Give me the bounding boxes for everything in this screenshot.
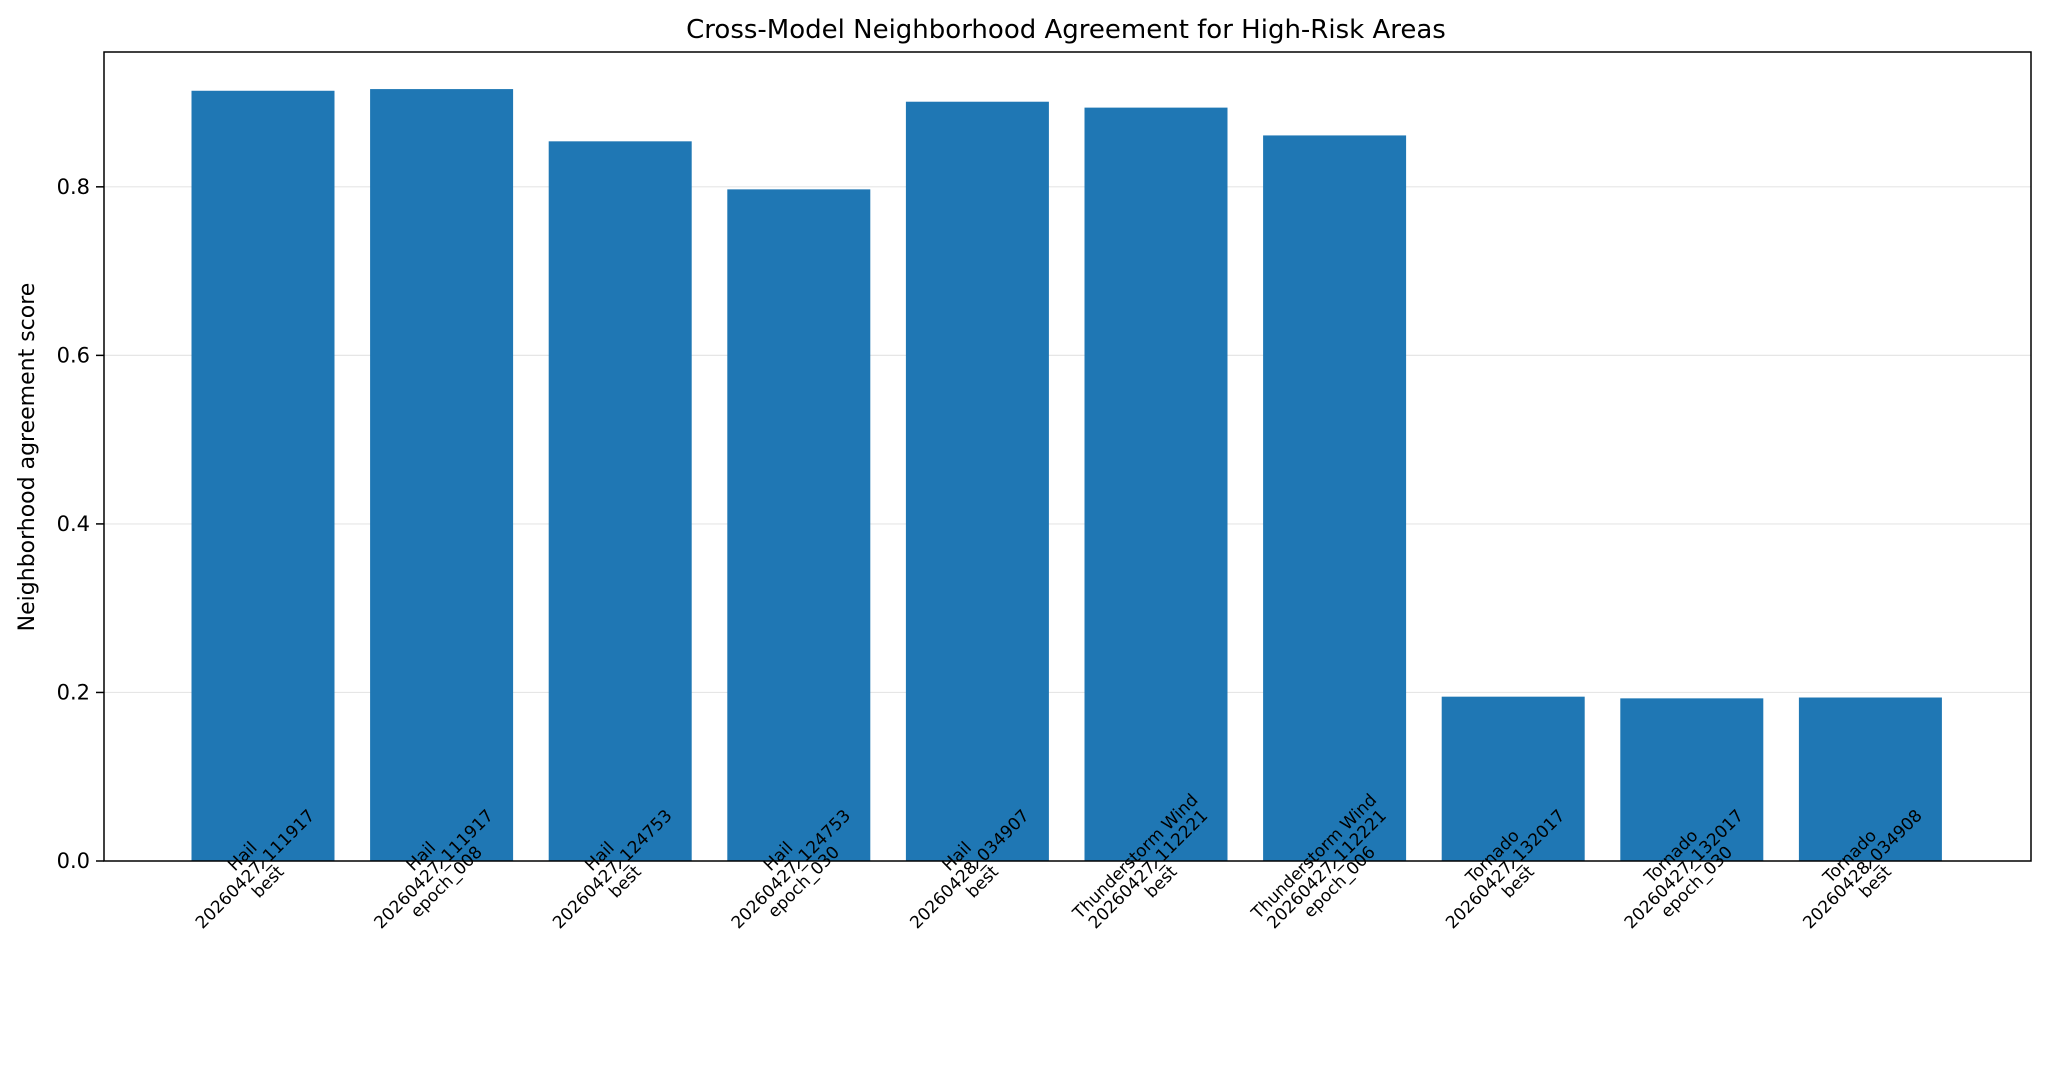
bar bbox=[1620, 698, 1764, 861]
bars bbox=[191, 89, 1942, 862]
bar bbox=[1441, 696, 1585, 861]
bar bbox=[727, 189, 871, 862]
bar bbox=[548, 141, 692, 861]
y-tick-label: 0.8 bbox=[57, 175, 90, 199]
y-axis-label: Neighborhood agreement score bbox=[15, 283, 40, 632]
y-axis-ticks: 0.0 0.2 0.4 0.6 0.8 bbox=[57, 175, 104, 873]
y-tick-label: 0.6 bbox=[57, 343, 90, 367]
bar bbox=[1263, 135, 1407, 862]
bar bbox=[191, 90, 335, 861]
bar bbox=[905, 101, 1049, 862]
y-tick-label: 0.2 bbox=[57, 680, 90, 704]
bar bbox=[1798, 697, 1942, 861]
bar bbox=[1084, 107, 1228, 861]
chart-title: Cross-Model Neighborhood Agreement for H… bbox=[686, 15, 1446, 45]
y-tick-label: 0.0 bbox=[57, 849, 90, 873]
plot-frame bbox=[103, 51, 2032, 862]
y-tick-label: 0.4 bbox=[57, 512, 90, 536]
bar bbox=[370, 89, 514, 862]
